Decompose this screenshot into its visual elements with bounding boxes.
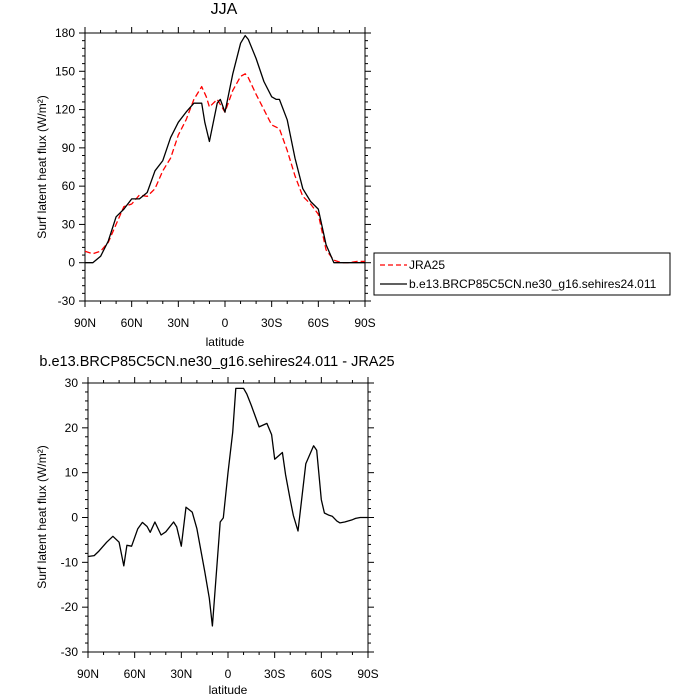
series-line-1	[85, 34, 365, 264]
plot-frame	[84, 32, 366, 302]
y-tick-label: 90	[62, 141, 76, 155]
x-tick-label: 90S	[354, 316, 375, 330]
legend-label-jra25: JRA25	[409, 258, 445, 272]
x-tick-label: 60S	[308, 316, 329, 330]
x-tick-label: 60N	[124, 667, 146, 681]
legend-box	[373, 252, 671, 296]
x-tick-label: 30S	[261, 316, 282, 330]
x-tick-label: 90N	[77, 667, 99, 681]
x-tick-label: 30N	[170, 667, 192, 681]
y-axis: -30 0 30 60 90 120 150 180	[55, 26, 371, 308]
y-axis: -30 -20 -10 0 10 20 30	[61, 376, 374, 659]
x-axis: 90N 60N 30N 0 30S 60S 90S	[77, 377, 379, 681]
y-tick-label: 20	[65, 421, 79, 435]
y-tick-label: 0	[68, 256, 75, 270]
x-tick-label: 30N	[167, 316, 189, 330]
y-tick-label: 180	[55, 26, 75, 40]
x-tick-label: 60S	[311, 667, 332, 681]
x-tick-label: 30S	[264, 667, 285, 681]
y-tick-label: 60	[62, 179, 76, 193]
x-tick-label: 60N	[121, 316, 143, 330]
y-tick-label: -30	[61, 645, 79, 659]
series-layer	[87, 387, 368, 627]
x-axis-label: latitude	[206, 335, 245, 349]
x-tick-label: 0	[222, 316, 229, 330]
panel-top: JJA 90N 60N 30N 0 30S 60S 90S -30 0 30 60 90 120 150…	[35, 1, 671, 349]
series-line-0	[84, 73, 365, 264]
x-tick-label: 0	[225, 667, 232, 681]
series-layer	[84, 34, 365, 264]
legend: JRA25 b.e13.BRCP85C5CN.ne30_g16.sehires2…	[373, 252, 671, 296]
panel-bottom: b.e13.BRCP85C5CN.ne30_g16.sehires24.011 …	[35, 354, 395, 697]
x-axis: 90N 60N 30N 0 30S 60S 90S	[74, 27, 376, 330]
plot-frame	[87, 382, 369, 653]
y-axis-label: Surf latent heat flux (W/m²)	[35, 95, 49, 238]
y-axis-label: Surf latent heat flux (W/m²)	[35, 445, 49, 588]
legend-label-model: b.e13.BRCP85C5CN.ne30_g16.sehires24.011	[409, 277, 657, 291]
y-tick-label: -10	[61, 555, 79, 569]
x-tick-label: 90N	[74, 316, 96, 330]
y-tick-label: 150	[55, 64, 75, 78]
series-line-0	[87, 387, 368, 627]
x-tick-label: 90S	[357, 667, 378, 681]
y-tick-label: 30	[62, 217, 76, 231]
chart-title: JJA	[211, 1, 238, 18]
y-tick-label: 30	[65, 376, 79, 390]
x-axis-label: latitude	[209, 683, 248, 697]
y-tick-label: 120	[55, 103, 75, 117]
chart-title: b.e13.BRCP85C5CN.ne30_g16.sehires24.011 …	[39, 354, 394, 370]
y-tick-label: -20	[61, 600, 79, 614]
y-tick-label: -30	[58, 294, 76, 308]
y-tick-label: 10	[65, 466, 79, 480]
y-tick-label: 0	[71, 511, 78, 525]
